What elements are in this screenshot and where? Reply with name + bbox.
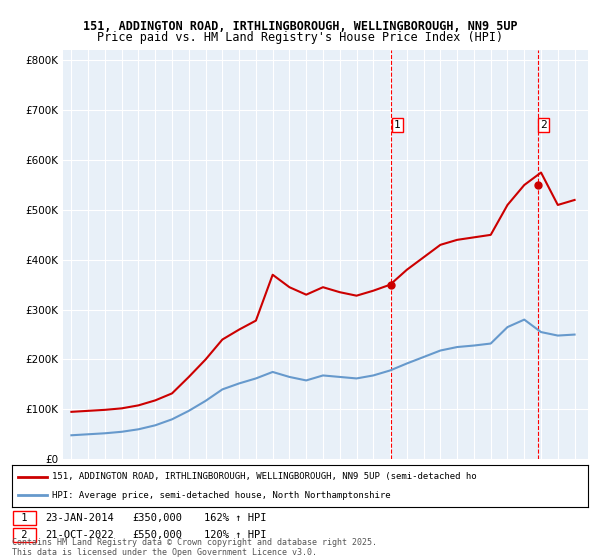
Text: 151, ADDINGTON ROAD, IRTHLINGBOROUGH, WELLINGBOROUGH, NN9 5UP: 151, ADDINGTON ROAD, IRTHLINGBOROUGH, WE… <box>83 20 517 32</box>
Text: 2: 2 <box>15 530 34 540</box>
Text: 162% ↑ HPI: 162% ↑ HPI <box>204 513 266 523</box>
Text: Price paid vs. HM Land Registry's House Price Index (HPI): Price paid vs. HM Land Registry's House … <box>97 31 503 44</box>
Text: 1: 1 <box>394 120 401 130</box>
Text: 21-OCT-2022: 21-OCT-2022 <box>45 530 114 540</box>
Text: £350,000: £350,000 <box>132 513 182 523</box>
Text: 120% ↑ HPI: 120% ↑ HPI <box>204 530 266 540</box>
Text: Contains HM Land Registry data © Crown copyright and database right 2025.
This d: Contains HM Land Registry data © Crown c… <box>12 538 377 557</box>
Text: 151, ADDINGTON ROAD, IRTHLINGBOROUGH, WELLINGBOROUGH, NN9 5UP (semi-detached ho: 151, ADDINGTON ROAD, IRTHLINGBOROUGH, WE… <box>52 472 477 481</box>
Text: 23-JAN-2014: 23-JAN-2014 <box>45 513 114 523</box>
Text: £550,000: £550,000 <box>132 530 182 540</box>
Text: 1: 1 <box>15 513 34 523</box>
Text: HPI: Average price, semi-detached house, North Northamptonshire: HPI: Average price, semi-detached house,… <box>52 491 391 500</box>
Text: 2: 2 <box>540 120 547 130</box>
